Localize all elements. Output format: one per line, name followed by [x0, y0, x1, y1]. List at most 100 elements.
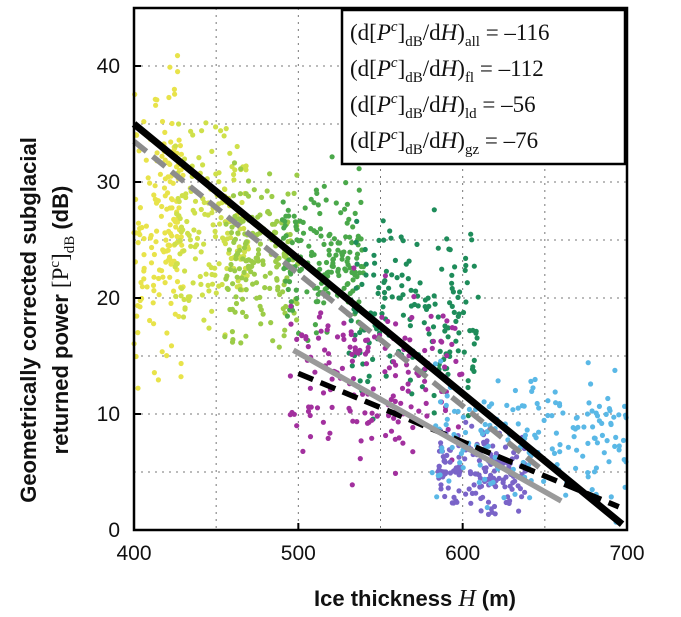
scatter-point: [442, 328, 448, 334]
scatter-point: [612, 367, 618, 373]
scatter-point: [141, 252, 147, 258]
scatter-point: [227, 266, 233, 273]
scatter-point: [381, 279, 387, 285]
scatter-point: [506, 500, 512, 506]
scatter-point: [217, 221, 223, 227]
scatter-point: [190, 280, 196, 286]
scatter-point: [312, 322, 318, 328]
scatter-point: [227, 150, 233, 156]
scatter-point: [282, 327, 288, 333]
scatter-point: [392, 436, 398, 442]
scatter-point: [447, 300, 453, 306]
scatter-point: [466, 486, 472, 492]
scatter-point: [243, 313, 249, 320]
scatter-point: [180, 227, 186, 233]
scatter-point: [147, 180, 153, 186]
scatter-point: [203, 120, 209, 126]
scatter-point: [270, 338, 276, 344]
scatter-point: [174, 211, 180, 217]
fit-line-solid: [292, 347, 563, 504]
scatter-point: [308, 226, 314, 232]
scatter-point: [471, 263, 477, 269]
scatter-point: [274, 264, 280, 270]
scatter-point: [251, 187, 257, 193]
scatter-point: [141, 119, 147, 125]
scatter-point: [354, 218, 360, 224]
scatter-point: [243, 287, 249, 293]
scatter-point: [365, 378, 371, 385]
scatter-point: [571, 434, 577, 440]
scatter-point: [167, 64, 173, 70]
scatter-point: [396, 295, 402, 301]
scatter-point: [286, 279, 293, 285]
scatter-point: [151, 288, 157, 294]
scatter-point: [388, 235, 394, 241]
scatter-point: [369, 435, 375, 441]
scatter-point: [164, 206, 170, 212]
scatter-point: [156, 267, 163, 273]
scatter-point: [241, 249, 248, 255]
scatter-point: [516, 508, 522, 514]
scatter-point: [280, 289, 286, 295]
scatter-point: [289, 240, 295, 246]
scatter-point: [347, 408, 353, 414]
scatter-point: [294, 336, 300, 342]
scatter-point: [599, 432, 606, 438]
scatter-point: [436, 463, 442, 469]
scatter-point: [425, 326, 431, 332]
scatter-point: [243, 167, 249, 173]
scatter-point: [198, 249, 204, 255]
scatter-point: [288, 321, 294, 327]
scatter-point: [444, 236, 450, 242]
scatter-point: [241, 269, 247, 275]
scatter-point: [154, 97, 160, 103]
scatter-point: [545, 412, 551, 419]
scatter-point: [233, 300, 240, 307]
scatter-point: [285, 239, 291, 245]
fit-line-solid: [131, 121, 625, 527]
scatter-point: [344, 220, 350, 226]
scatter-point: [375, 290, 381, 296]
scatter-point: [358, 438, 364, 444]
legend-entry: (d[Pc]dB/dH)all = –116: [350, 19, 550, 50]
scatter-point: [404, 362, 410, 368]
scatter-point: [316, 260, 322, 266]
scatter-point: [341, 285, 347, 291]
scatter-point: [407, 337, 413, 343]
scatter-point: [177, 251, 183, 257]
scatter-point: [370, 386, 376, 392]
scatter-point: [410, 424, 416, 431]
scatter-point: [473, 328, 479, 334]
scatter-point: [423, 387, 429, 393]
scatter-point: [382, 273, 388, 279]
scatter-point: [236, 266, 242, 272]
scatter-point: [231, 177, 237, 183]
scatter-point: [257, 212, 263, 218]
scatter-point: [363, 261, 369, 267]
scatter-point: [460, 309, 467, 316]
scatter-point: [335, 266, 341, 272]
scatter-point: [315, 202, 321, 208]
scatter-point: [241, 225, 247, 232]
scatter-point: [552, 389, 558, 395]
scatter-point: [469, 237, 475, 243]
scatter-point: [394, 275, 400, 281]
scatter-point: [291, 190, 297, 196]
scatter-point: [422, 378, 428, 384]
scatter-point: [179, 242, 185, 248]
scatter-point: [481, 441, 487, 447]
scatter-point: [238, 340, 244, 346]
scatter-point: [148, 232, 154, 239]
scatter-point: [490, 443, 496, 449]
scatter-point: [360, 361, 366, 367]
y-tick-label: 30: [97, 171, 120, 194]
scatter-point: [444, 416, 450, 422]
scatter-point: [283, 278, 289, 284]
scatter-point: [288, 299, 294, 305]
scatter-point: [388, 428, 395, 434]
scatter-point: [461, 349, 467, 355]
scatter-point: [305, 344, 311, 350]
scatter-point: [192, 210, 198, 216]
scatter-point: [255, 247, 262, 253]
scatter-point: [483, 465, 489, 471]
